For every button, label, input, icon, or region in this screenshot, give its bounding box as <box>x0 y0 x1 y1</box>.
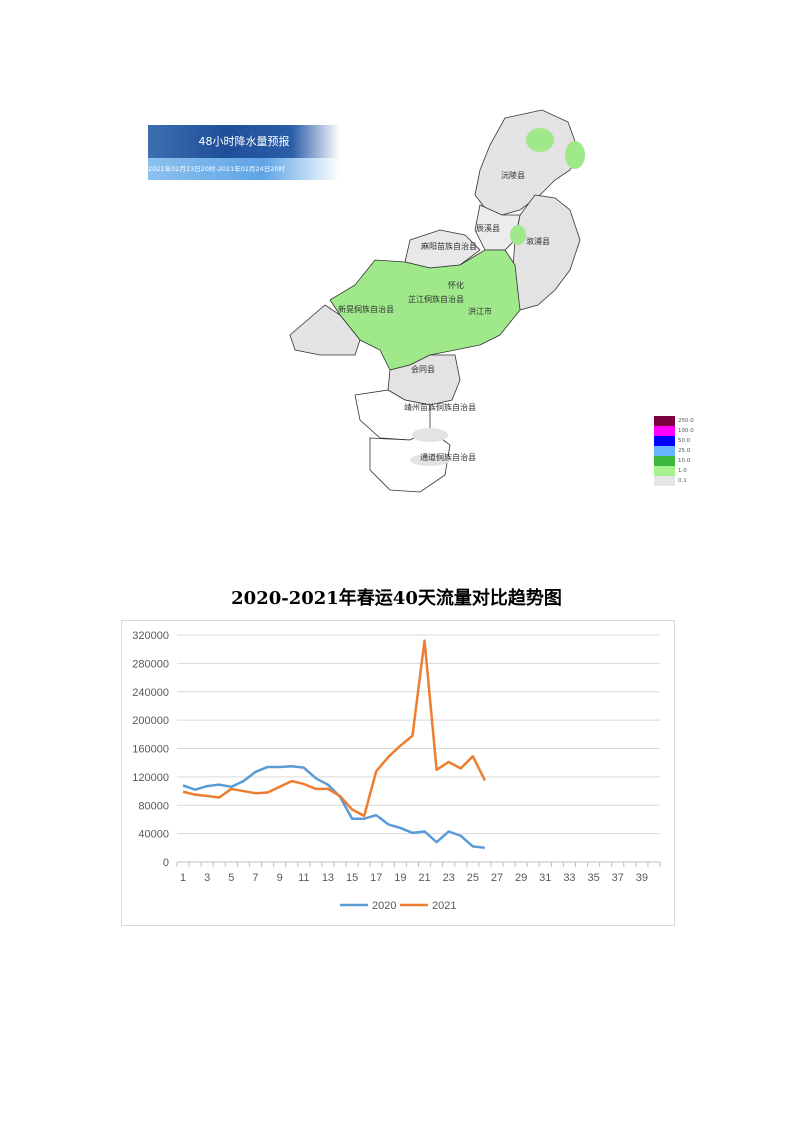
x-tick-label: 1 <box>180 872 186 884</box>
legend-label: 1.0 <box>678 468 687 474</box>
legend-label: 2020 <box>372 900 396 912</box>
county-label: 靖州苗族侗族自治县 <box>404 403 476 412</box>
legend-swatch <box>654 426 675 436</box>
legend-label: 0.1 <box>678 478 687 484</box>
x-tick-label: 25 <box>467 872 479 884</box>
x-tick-label: 37 <box>612 872 624 884</box>
map-shapes <box>289 109 585 493</box>
precipitation-legend: 250.0 100.0 50.0 25.0 10.0 1.0 0.1 <box>654 416 694 486</box>
legend-item: 0.1 <box>654 476 694 486</box>
banner-subtitle: 2021年02月23日20时-2021年02月24日20时 <box>148 158 340 180</box>
legend-item: 10.0 <box>654 456 694 466</box>
legend-label: 25.0 <box>678 448 691 454</box>
series-line-2020 <box>182 764 486 850</box>
legend-swatch <box>654 456 675 466</box>
county-label: 新晃侗族自治县 <box>338 305 394 314</box>
legend-swatch <box>654 436 675 446</box>
x-tick-label: 11 <box>298 872 309 884</box>
legend-swatch <box>654 416 675 426</box>
x-tick-label: 39 <box>636 872 648 884</box>
county-label: 沅陵县 <box>501 171 525 180</box>
x-tick-label: 3 <box>204 872 210 884</box>
x-tick-label: 15 <box>346 872 358 884</box>
legend-item: 1.0 <box>654 466 694 476</box>
x-tick-label: 13 <box>322 872 334 884</box>
banner-title: 48小时降水量预报 <box>148 125 340 158</box>
forecast-banner: 48小时降水量预报 2021年02月23日20时-2021年02月24日20时 <box>148 125 340 183</box>
legend-item: 100.0 <box>654 426 694 436</box>
y-tick-label: 0 <box>163 857 169 869</box>
x-tick-label: 21 <box>418 872 430 884</box>
x-tick-label: 9 <box>277 872 283 884</box>
x-tick-label: 23 <box>443 872 455 884</box>
y-tick-label: 120000 <box>132 772 169 784</box>
region-xupu <box>511 194 581 311</box>
legend-item: 50.0 <box>654 436 694 446</box>
legend-label: 2021 <box>432 900 456 912</box>
county-label: 通道侗族自治县 <box>420 453 476 462</box>
y-tick-label: 40000 <box>138 829 169 841</box>
y-tick-label: 240000 <box>132 687 169 699</box>
legend-item: 25.0 <box>654 446 694 456</box>
x-tick-label: 17 <box>370 872 382 884</box>
y-tick-label: 280000 <box>132 658 169 670</box>
region-yuanling <box>474 109 581 216</box>
region-xinhuang <box>289 304 361 356</box>
precipitation-map: 沅陵县 辰溪县 溆浦县 麻阳苗族自治县 怀化 芷江侗族自治县 新晃侗族自治县 洪… <box>280 100 600 500</box>
county-label: 辰溪县 <box>476 224 500 233</box>
x-tick-label: 29 <box>515 872 527 884</box>
x-tick-label: 5 <box>228 872 234 884</box>
x-tick-label: 19 <box>394 872 406 884</box>
chart-title: 2020-2021年春运40天流量对比趋势图 <box>231 588 562 609</box>
legend-swatch <box>654 466 675 476</box>
legend-label: 250.0 <box>678 418 694 424</box>
county-label: 芷江侗族自治县 <box>408 295 464 304</box>
county-label: 洪江市 <box>468 307 492 316</box>
y-tick-label: 200000 <box>132 715 169 727</box>
y-tick-label: 160000 <box>132 744 169 756</box>
line-chart: 0 40000 80000 120000 160000 200000 240000 28000… <box>121 620 675 926</box>
chart-svg: 0 40000 80000 120000 160000 200000 240000 28000… <box>132 630 661 912</box>
county-label: 怀化 <box>448 281 464 290</box>
series-line-2021 <box>182 639 487 818</box>
y-tick-label: 80000 <box>138 800 169 812</box>
x-tick-label: 27 <box>491 872 503 884</box>
x-tick-label: 35 <box>587 872 599 884</box>
legend-swatch <box>654 446 675 456</box>
county-label: 会同县 <box>411 365 435 374</box>
county-label: 麻阳苗族自治县 <box>421 242 477 251</box>
legend-swatch <box>654 476 675 486</box>
y-tick-label: 320000 <box>132 630 169 642</box>
x-tick-label: 7 <box>252 872 258 884</box>
region-chenxi <box>474 204 521 251</box>
x-tick-label: 31 <box>539 872 551 884</box>
x-tick-label: 33 <box>563 872 575 884</box>
legend-label: 50.0 <box>678 438 691 444</box>
legend-label: 10.0 <box>678 458 691 464</box>
legend-item: 250.0 <box>654 416 694 426</box>
county-label: 溆浦县 <box>526 237 550 246</box>
legend-label: 100.0 <box>678 428 694 434</box>
